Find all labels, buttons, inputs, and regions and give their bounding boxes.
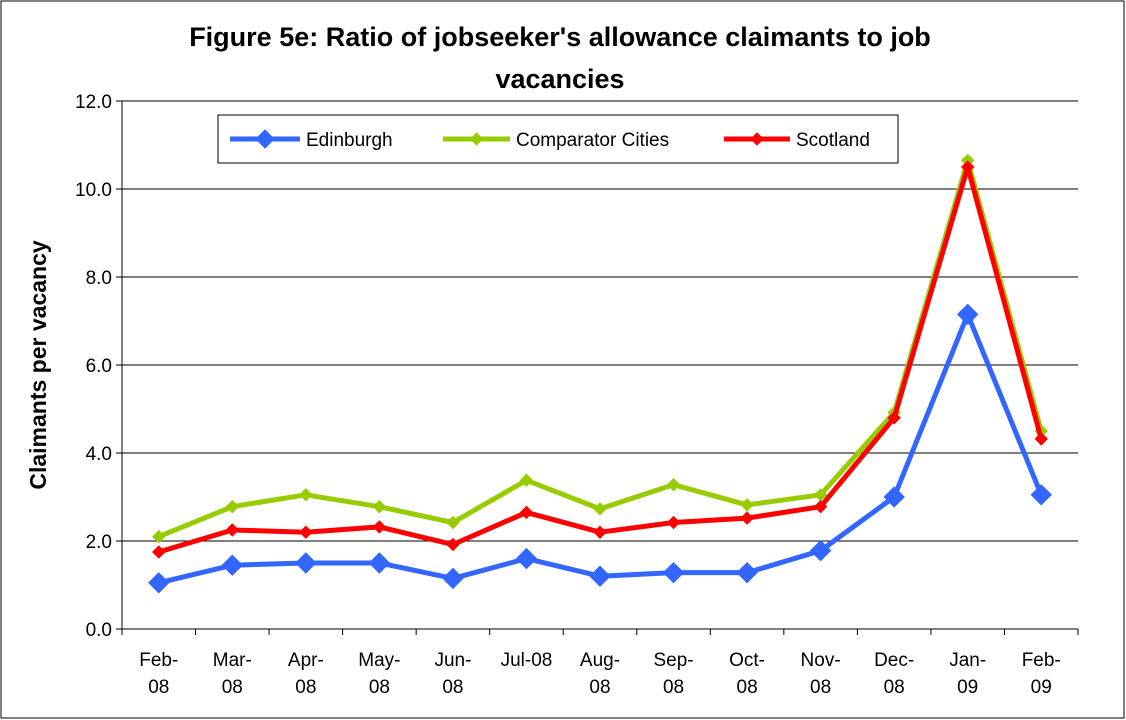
y-tick-label: 12.0 <box>75 92 112 113</box>
x-tick-label: Jun- <box>434 650 471 671</box>
y-tick-label: 6.0 <box>86 356 112 377</box>
x-tick-label: Feb- <box>1022 650 1061 671</box>
series-scotland <box>152 160 1048 559</box>
x-tick-label: 08 <box>737 677 758 698</box>
y-tick-labels: 0.0 2.0 4.0 6.0 8.0 10.0 12.0 <box>75 92 112 641</box>
legend-item: Edinburgh <box>230 129 393 151</box>
data-point <box>442 567 464 590</box>
data-point <box>662 561 685 584</box>
y-tick-label: 0.0 <box>86 620 112 641</box>
data-point <box>887 411 901 425</box>
y-tick-label: 2.0 <box>86 532 112 553</box>
legend-label: Comparator Cities <box>516 130 669 151</box>
chart-title-line-1: Figure 5e: Ratio of jobseeker's allowanc… <box>189 22 931 52</box>
x-tick-label: Jul-08 <box>501 650 553 671</box>
data-point <box>740 498 754 512</box>
x-tick-label: 09 <box>957 677 978 698</box>
x-tick-label: Nov- <box>801 650 841 671</box>
data-point <box>519 505 534 520</box>
x-tick-label: 08 <box>589 677 610 698</box>
data-point <box>446 515 460 530</box>
x-tick-label: 08 <box>884 677 905 698</box>
chart-title-line-2: vacancies <box>495 64 624 94</box>
x-tick-label: 08 <box>148 677 169 698</box>
legend-swatch-marker <box>750 132 764 146</box>
data-point <box>593 525 607 539</box>
x-tick-label: Mar- <box>213 650 252 671</box>
data-point <box>740 511 754 525</box>
x-tick-label: Apr- <box>288 650 324 671</box>
legend: Edinburgh Comparator Cities Scotland <box>217 114 899 164</box>
axes <box>116 100 1079 635</box>
data-point <box>666 477 681 492</box>
data-point <box>593 502 607 516</box>
data-point <box>1034 432 1048 446</box>
data-point <box>372 499 387 514</box>
x-tick-label: Dec- <box>874 650 914 671</box>
legend-item: Scotland <box>724 130 870 151</box>
data-point <box>813 499 828 514</box>
gridlines <box>122 100 1078 542</box>
data-point <box>446 537 460 552</box>
x-tick-label: Oct- <box>729 650 765 671</box>
series <box>148 153 1052 594</box>
x-tick-label: May- <box>358 650 400 671</box>
data-point <box>152 545 166 559</box>
data-point <box>666 515 681 530</box>
legend-label: Edinburgh <box>306 130 393 151</box>
data-point <box>299 525 313 539</box>
data-point <box>736 561 758 584</box>
data-point <box>883 486 905 508</box>
x-tick-labels: Feb- 08 Mar- 08 Apr- 08 May- 08 Jun- 08 Jul-08 Aug-… <box>139 650 1061 698</box>
x-tick-label: Sep- <box>653 650 693 671</box>
series-edinburgh <box>148 303 1052 594</box>
y-tick-label: 4.0 <box>86 444 112 465</box>
data-point <box>960 160 975 174</box>
y-axis-label: Claimants per vacancy <box>25 240 51 490</box>
data-point <box>956 303 979 326</box>
data-point <box>1030 484 1052 506</box>
y-tick-label: 10.0 <box>75 180 112 201</box>
data-point <box>589 565 611 587</box>
legend-label: Scotland <box>796 130 870 151</box>
data-point <box>519 473 534 487</box>
x-tick-label: 08 <box>442 677 463 698</box>
legend-swatch-marker <box>255 129 275 149</box>
x-tick-label: Jan- <box>949 650 986 671</box>
data-point <box>148 572 170 594</box>
x-tick-label: 09 <box>1031 677 1052 698</box>
data-point <box>372 520 387 534</box>
data-point <box>221 554 244 576</box>
data-point <box>225 523 240 537</box>
data-point <box>295 552 317 574</box>
x-tick-label: 08 <box>295 677 316 698</box>
x-tick-label: Feb- <box>139 650 178 671</box>
legend-swatch-marker <box>469 132 484 146</box>
data-point <box>515 547 538 570</box>
x-tick-label: 08 <box>810 677 831 698</box>
x-tick-label: Aug- <box>580 650 620 671</box>
legend-item: Comparator Cities <box>443 130 669 151</box>
data-point <box>152 529 166 544</box>
data-point <box>368 552 391 574</box>
x-tick-label: 08 <box>663 677 684 698</box>
x-tick-label: 08 <box>369 677 390 698</box>
data-point <box>809 539 832 562</box>
data-point <box>299 488 313 502</box>
y-tick-label: 8.0 <box>86 268 112 289</box>
x-tick-label: 08 <box>222 677 243 698</box>
data-point <box>225 499 240 514</box>
